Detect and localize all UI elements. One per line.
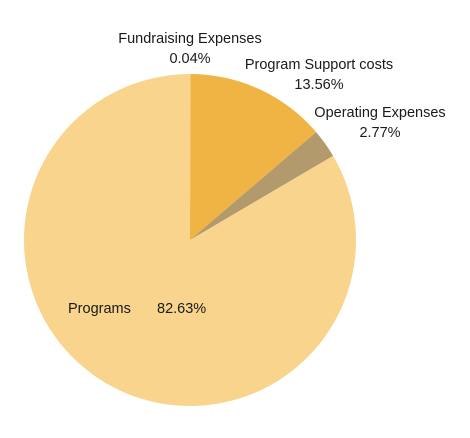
label-program-support-name: Program Support costs: [245, 57, 393, 73]
label-operating-name: Operating Expenses: [314, 105, 445, 121]
label-operating-value: 2.77%: [359, 125, 400, 141]
pie-slices: [23, 73, 356, 407]
label-fundraising-value: 0.04%: [169, 51, 210, 67]
pie-slice-programs: [23, 74, 356, 407]
label-programs-name: Programs: [68, 301, 131, 317]
pie-slice-program-support-costs: [190, 74, 317, 240]
label-programs-value: 82.63%: [157, 301, 206, 317]
label-fundraising-name: Fundraising Expenses: [118, 31, 261, 47]
label-program-support-value: 13.56%: [294, 77, 343, 93]
pie-slice-operating-expenses: [190, 132, 334, 240]
